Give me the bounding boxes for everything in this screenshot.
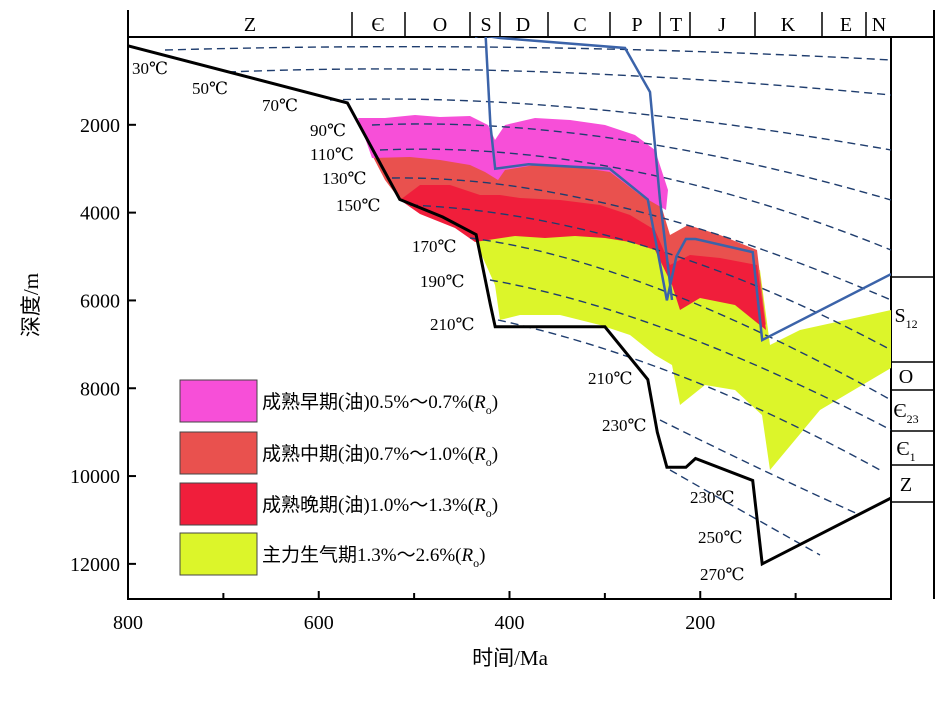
legend-label: 主力生气期1.3%～2.6%(Ro): [262, 544, 485, 570]
isotherm-170: [469, 237, 891, 401]
period-label: K: [781, 14, 796, 36]
strata-label: O: [899, 366, 913, 388]
period-label: S: [480, 14, 491, 36]
isotherm-70: [329, 98, 891, 151]
isotherm-230: [659, 419, 861, 516]
legend-swatch: [179, 482, 258, 526]
isotherm-label: 210℃: [588, 369, 633, 388]
legend-swatch: [179, 379, 258, 423]
period-label: D: [516, 14, 530, 36]
isotherm-label: 50℃: [192, 79, 228, 98]
isotherm-label: 170℃: [412, 237, 457, 256]
period-label: T: [670, 14, 682, 36]
isotherm-label: 270℃: [700, 565, 745, 584]
legend-label: 成熟晚期(油)1.0%～1.3%(Ro): [262, 494, 498, 520]
y-tick-label: 4000: [80, 203, 120, 225]
zone-gas: [475, 234, 891, 470]
zone-mature-early: [358, 115, 668, 210]
isotherm-130: [391, 177, 891, 301]
zone-mature-late: [400, 185, 766, 330]
period-label: P: [631, 14, 642, 36]
period-label: E: [840, 14, 852, 36]
legend: 成熟早期(油)0.5%～0.7%(Ro) 成熟中期(油)0.7%～1.0%(Ro)…: [179, 379, 498, 576]
x-axis-title: 时间/Ma: [472, 646, 549, 670]
y-axis-ticks: 2000 4000 6000 8000 10000 12000: [70, 115, 136, 576]
isotherm-label: 150℃: [336, 196, 381, 215]
maturity-zones: [358, 115, 891, 470]
isotherm-label: 190℃: [420, 272, 465, 291]
burial-curve-upper-blue: [475, 37, 674, 301]
y-axis-title: 深度/m: [19, 273, 43, 337]
y-tick-label: 8000: [80, 378, 120, 400]
isotherm-label: 130℃: [322, 169, 367, 188]
strata-label: Є1: [896, 438, 915, 464]
x-tick-label: 600: [304, 612, 334, 634]
x-tick-label: 800: [113, 612, 143, 634]
isotherm-210: [497, 319, 881, 471]
x-tick-label: 400: [495, 612, 525, 634]
y-tick-label: 6000: [80, 290, 120, 312]
isotherm-label: 110℃: [310, 145, 354, 164]
period-label: J: [718, 14, 726, 36]
strata-column: S12 O Є23 Є1 Z: [891, 276, 934, 503]
period-label: O: [433, 14, 447, 36]
isotherm-30: [164, 45, 891, 61]
burial-curves: [128, 37, 891, 567]
isotherm-labels: 30℃ 50℃ 70℃ 90℃ 110℃ 130℃ 150℃ 170℃ 190℃ 210℃ 210℃…: [132, 59, 745, 584]
isotherm-label: 250℃: [698, 528, 743, 547]
isotherm-50: [227, 68, 891, 96]
isotherm-label: 230℃: [690, 488, 735, 507]
isotherm-label: 70℃: [262, 96, 298, 115]
isotherm-lines: [164, 45, 891, 556]
strata-label: Z: [900, 474, 912, 496]
strata-label: Є23: [893, 400, 918, 426]
y-tick-label: 10000: [70, 466, 120, 488]
isotherm-150: [409, 204, 891, 351]
strata-label: S12: [894, 305, 917, 331]
period-label: C: [573, 14, 586, 36]
legend-label: 成熟早期(油)0.5%～0.7%(Ro): [262, 391, 498, 417]
x-tick-label: 200: [685, 612, 715, 634]
period-label: Є: [371, 14, 384, 36]
isotherm-110: [379, 148, 891, 251]
isotherm-90: [371, 123, 891, 201]
legend-swatch: [179, 431, 258, 475]
burial-curve-bottom: [128, 44, 891, 567]
period-label: Z: [244, 14, 256, 36]
isotherm-250: [669, 469, 821, 556]
legend-label: 成熟中期(油)0.7%～1.0%(Ro): [262, 443, 498, 469]
legend-swatch: [179, 532, 258, 576]
isotherm-label: 230℃: [602, 416, 647, 435]
isotherm-label: 30℃: [132, 59, 168, 78]
period-label: N: [872, 14, 886, 36]
burial-curve-top: [484, 37, 891, 342]
y-tick-label: 12000: [70, 554, 120, 576]
y-tick-label: 2000: [80, 115, 120, 137]
x-axis-ticks: 800 600 400 200: [113, 591, 797, 634]
isotherm-label: 210℃: [430, 315, 475, 334]
isotherm-label: 90℃: [310, 121, 346, 140]
